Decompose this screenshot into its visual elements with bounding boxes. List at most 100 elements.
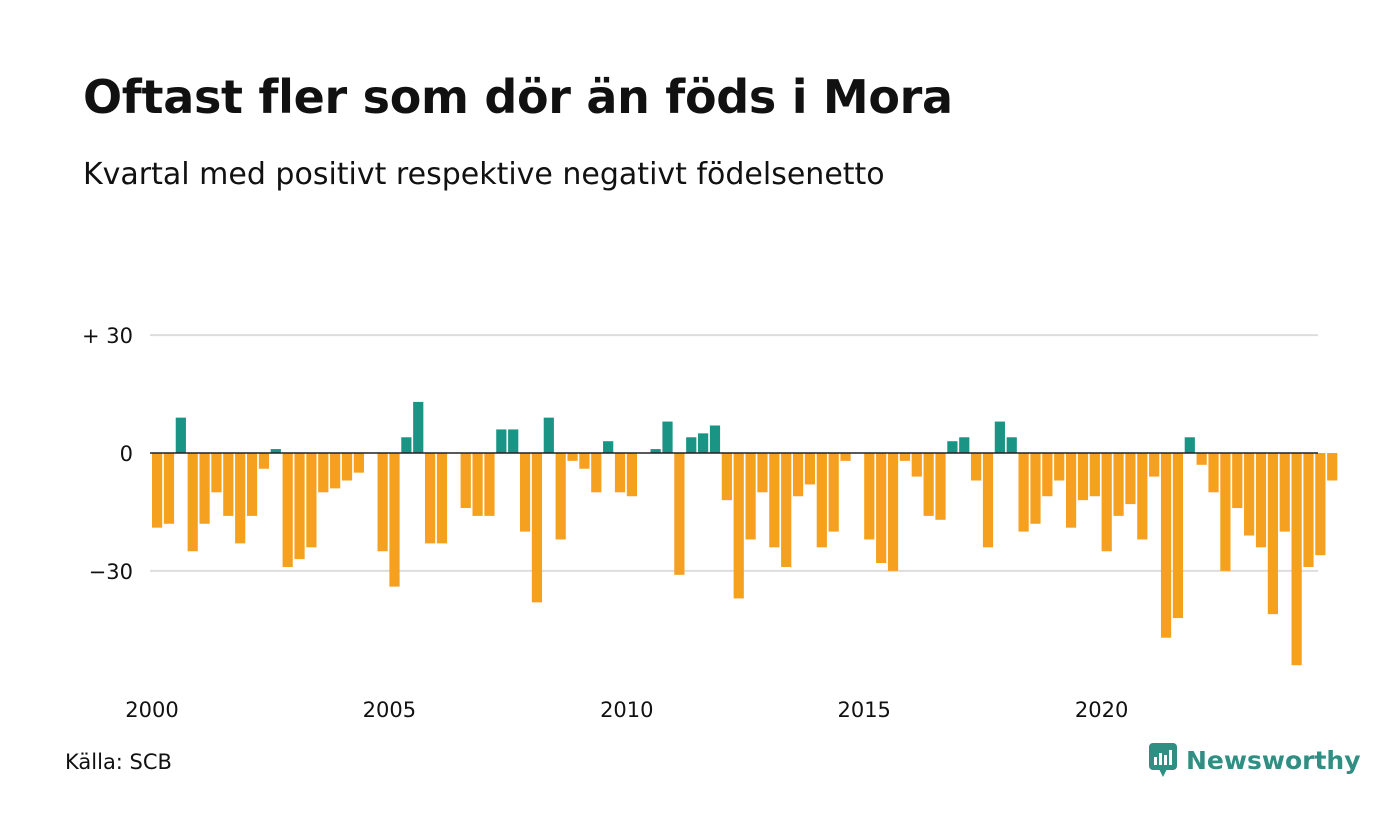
bar — [543, 417, 554, 453]
bar — [840, 453, 851, 461]
x-tick-label: 2020 — [1075, 698, 1128, 722]
bar — [887, 453, 899, 571]
bar — [187, 453, 198, 552]
bar — [1042, 453, 1053, 497]
bars — [152, 401, 1338, 666]
bar — [864, 453, 875, 540]
bar — [614, 453, 626, 493]
bar — [460, 453, 471, 509]
bar — [1160, 453, 1172, 638]
bar — [1327, 453, 1338, 481]
bar — [733, 453, 744, 599]
bar — [199, 453, 210, 524]
bar — [911, 453, 922, 477]
bar — [603, 441, 614, 453]
bar — [389, 453, 400, 587]
bar — [579, 453, 590, 469]
y-axis-ticks: + 30 0 −30 — [82, 324, 133, 584]
bar — [686, 437, 697, 453]
bar — [163, 453, 175, 524]
bar — [1315, 453, 1326, 556]
brand[interactable]: Newsworthy — [1148, 742, 1361, 778]
bar — [330, 453, 341, 489]
bar — [555, 453, 566, 540]
bar — [294, 453, 305, 560]
bar — [531, 453, 543, 603]
bar — [1291, 453, 1302, 666]
bar — [1054, 453, 1065, 481]
bar — [175, 417, 186, 453]
bar — [1303, 453, 1314, 567]
bar — [698, 433, 709, 453]
bar — [1113, 453, 1124, 516]
x-tick-label: 2015 — [837, 698, 890, 722]
bar — [982, 453, 994, 548]
bar — [1006, 437, 1017, 453]
brand-name: Newsworthy — [1186, 745, 1361, 775]
bar — [152, 453, 163, 528]
bar — [306, 453, 317, 548]
bar — [1125, 453, 1136, 505]
bar — [1101, 453, 1112, 552]
bar — [1172, 453, 1184, 619]
bar — [804, 453, 816, 485]
bar — [436, 453, 448, 544]
bar — [484, 453, 495, 516]
bar — [591, 453, 602, 493]
bar — [235, 453, 246, 544]
bar — [721, 453, 732, 501]
bar — [496, 429, 507, 453]
bar — [935, 453, 946, 520]
bar — [828, 453, 839, 532]
x-tick-label: 2000 — [125, 698, 178, 722]
bar — [1220, 453, 1231, 571]
bar — [1077, 453, 1089, 501]
bar — [959, 437, 970, 453]
y-tick-label: −30 — [89, 560, 133, 584]
bar — [947, 441, 958, 453]
bar — [519, 453, 531, 532]
bar — [1232, 453, 1243, 509]
bar — [341, 453, 353, 481]
bar — [1030, 453, 1041, 524]
bar — [1279, 453, 1290, 532]
bar — [650, 449, 661, 453]
chart-subtitle: Kvartal med positivt respektive negativt… — [83, 157, 885, 192]
bar — [223, 453, 234, 516]
bar — [211, 453, 222, 493]
bar — [1065, 453, 1077, 528]
source-label: Källa: SCB — [65, 750, 172, 774]
bar — [1149, 453, 1160, 477]
bar — [1137, 453, 1148, 540]
bar — [781, 453, 792, 567]
bar — [745, 453, 756, 540]
bar — [1208, 453, 1219, 493]
bar — [1267, 453, 1278, 615]
bar — [662, 421, 673, 453]
bar — [971, 453, 982, 481]
x-tick-label: 2010 — [600, 698, 653, 722]
y-tick-label: + 30 — [82, 324, 133, 348]
newsworthy-logo-icon — [1149, 743, 1177, 777]
bar — [1255, 453, 1267, 548]
bar — [1244, 453, 1255, 536]
bar — [401, 437, 412, 453]
bar — [377, 453, 388, 552]
x-tick-label: 2005 — [363, 698, 416, 722]
y-tick-label: 0 — [120, 442, 133, 466]
bar — [508, 429, 519, 453]
bar — [258, 453, 270, 469]
bar — [413, 401, 424, 453]
bar — [816, 453, 827, 548]
bar — [994, 421, 1005, 453]
bar — [1018, 453, 1029, 532]
bar — [318, 453, 329, 493]
bar — [709, 425, 721, 453]
bar — [353, 453, 364, 473]
bar — [757, 453, 768, 493]
bar — [792, 453, 804, 497]
bar — [876, 453, 887, 564]
bar — [282, 453, 293, 567]
bar — [246, 453, 258, 516]
